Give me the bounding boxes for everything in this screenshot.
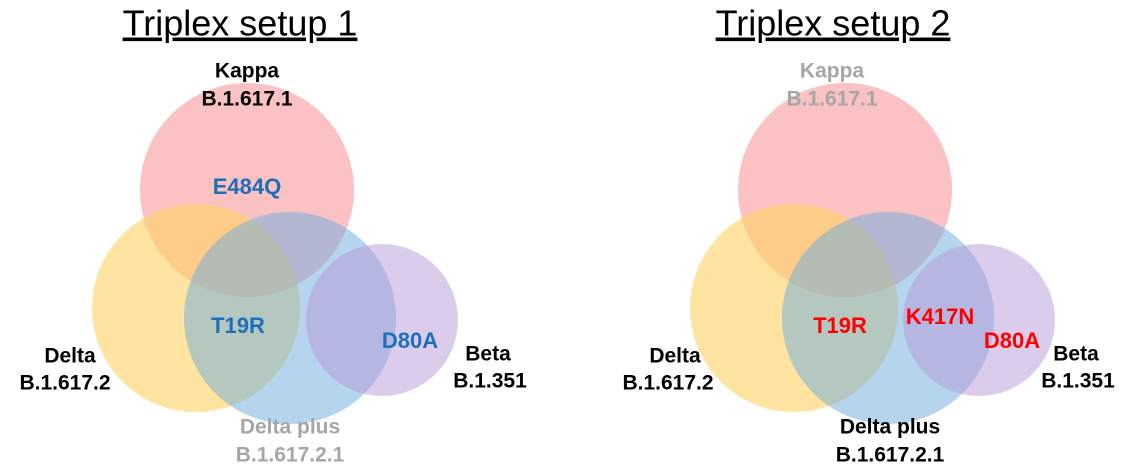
set-name: Delta: [44, 345, 96, 368]
panel-title: Triplex setup 1: [123, 3, 358, 44]
set-lineage: B.1.351: [453, 370, 527, 393]
mutation: D80A: [382, 328, 438, 353]
mutation: T19R: [211, 313, 265, 338]
set-lineage: B.1.351: [1041, 370, 1115, 393]
circle-beta: [903, 244, 1055, 396]
set-lineage: B.1.617.1: [786, 88, 877, 111]
mutation: T19R: [813, 313, 867, 338]
circle-beta: [306, 244, 458, 396]
set-lineage: B.1.617.1: [201, 88, 292, 111]
mutation: D80A: [984, 328, 1040, 353]
set-name: Beta: [1053, 343, 1099, 366]
mutation: E484Q: [213, 174, 282, 199]
panel-1: Triplex setup 1 Kappa B.1.617.1 Delta B.…: [19, 3, 527, 467]
set-lineage: B.1.617.2: [19, 372, 110, 395]
panel-title: Triplex setup 2: [716, 3, 951, 44]
mutation: K417N: [906, 304, 974, 329]
set-name: Kappa: [800, 60, 865, 83]
set-name: Delta: [649, 345, 701, 368]
set-name: Delta plus: [240, 416, 340, 439]
set-lineage: B.1.617.2.1: [236, 444, 345, 467]
set-lineage: B.1.617.2: [622, 372, 713, 395]
set-name: Kappa: [215, 60, 280, 83]
panel-2: Triplex setup 2 Kappa B.1.617.1 Delta B.…: [622, 3, 1115, 467]
set-name: Beta: [465, 343, 511, 366]
set-name: Delta plus: [840, 416, 940, 439]
set-lineage: B.1.617.2.1: [836, 444, 945, 467]
